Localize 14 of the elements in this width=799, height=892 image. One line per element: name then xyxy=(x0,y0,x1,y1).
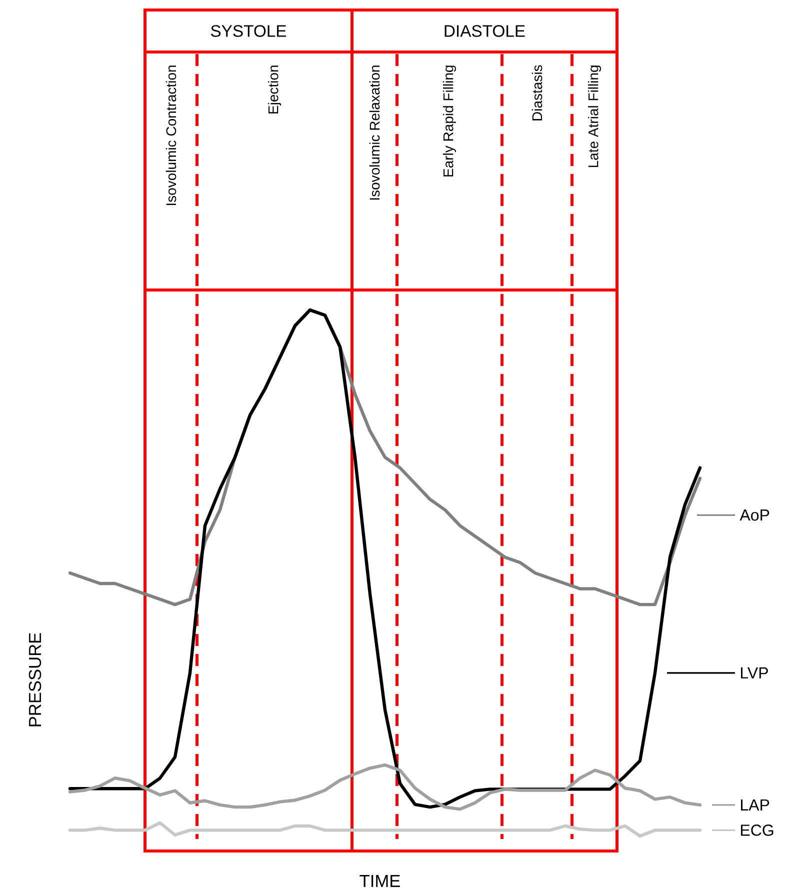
text: DIASTOLE xyxy=(444,25,525,37)
legend-label: LAP xyxy=(741,799,770,810)
legend-label: AoP xyxy=(740,510,770,521)
x-axis-title: TIME xyxy=(360,875,400,887)
text: Diastasis xyxy=(532,65,542,120)
legend-label: LVP xyxy=(741,667,768,678)
text: Late Atrial Filling xyxy=(588,66,602,168)
text: Isovolumic Relaxation xyxy=(369,66,380,200)
text: Ejection xyxy=(268,66,282,114)
y-axis-title: PRESSURE xyxy=(28,633,42,726)
text: SYSTOLE xyxy=(210,25,286,37)
text: Early Rapid Filling xyxy=(442,66,456,176)
text: Isovolumic Contraction xyxy=(166,66,176,206)
legend-label: ECG xyxy=(741,824,774,836)
